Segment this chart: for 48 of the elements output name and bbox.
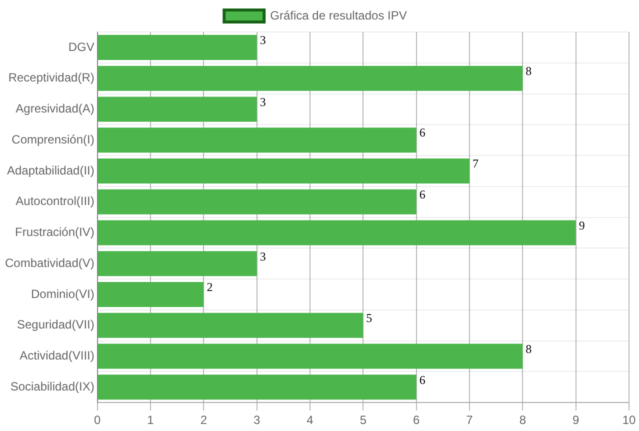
x-tick-label: 7 — [466, 413, 474, 428]
x-tick-label: 3 — [254, 413, 261, 428]
x-tick-label: 4 — [306, 413, 314, 428]
x-tick-label: 1 — [147, 413, 154, 428]
bar — [98, 189, 416, 214]
bar — [98, 374, 416, 400]
y-tick-label: Seguridad(VII) — [16, 318, 94, 332]
x-tick-label: 8 — [519, 413, 526, 428]
x-tick-label: 10 — [622, 413, 636, 428]
data-label: 8 — [526, 64, 532, 78]
y-tick-label: Frustración(IV) — [15, 225, 94, 240]
y-tick-label: Agresividad(A) — [16, 102, 94, 116]
bar — [98, 220, 576, 246]
data-label: 8 — [526, 342, 532, 356]
bar — [98, 34, 257, 60]
y-tick-label: Comprensión(I) — [12, 132, 94, 146]
x-tick-label: 6 — [413, 413, 420, 428]
y-tick-label: Adaptabilidad(II) — [6, 163, 94, 178]
bar — [98, 96, 257, 122]
bar — [98, 158, 470, 184]
x-tick-label: 2 — [200, 413, 208, 428]
y-tick-label: Autocontrol(III) — [16, 194, 94, 208]
data-label: 2 — [206, 280, 213, 294]
data-label: 7 — [472, 156, 479, 171]
y-tick-label: Dominio(VI) — [31, 286, 94, 301]
bar — [98, 312, 364, 338]
bar — [98, 128, 416, 153]
data-label: 3 — [260, 249, 266, 264]
data-label: 3 — [260, 94, 266, 109]
y-tick-label: Actividad(VIII) — [20, 348, 94, 363]
bar — [98, 66, 523, 91]
data-label: 3 — [260, 33, 266, 48]
bar — [98, 282, 204, 308]
data-label: 6 — [419, 126, 426, 140]
data-label: 6 — [419, 188, 426, 202]
bar — [98, 344, 523, 369]
x-tick-label: 5 — [360, 413, 367, 428]
bar — [98, 251, 257, 276]
y-tick-label: Receptividad(R) — [8, 70, 94, 85]
x-tick-label: 9 — [572, 413, 580, 428]
legend-label: Gráfica de resultados IPV — [270, 8, 407, 22]
data-label: 5 — [366, 311, 372, 326]
y-tick-label: Sociabilidad(IX) — [10, 379, 94, 394]
y-tick-label: Combatividad(V) — [4, 256, 94, 270]
data-label: 6 — [419, 372, 426, 387]
x-tick-label: 0 — [94, 413, 102, 428]
data-label: 9 — [578, 218, 585, 232]
y-tick-label: DGV — [68, 40, 94, 54]
